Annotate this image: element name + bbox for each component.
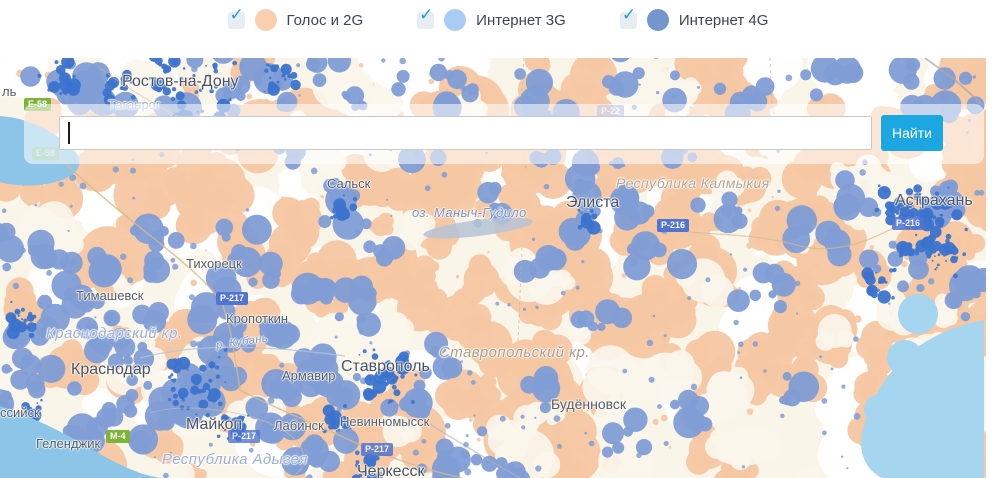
check-icon: ✓ <box>621 4 637 24</box>
legend-item-3g[interactable]: ✓ Интернет 3G <box>417 6 566 31</box>
legend-dot-3g <box>444 9 467 31</box>
checkbox-2g[interactable]: ✓ <box>227 6 245 29</box>
text-caret <box>68 122 70 144</box>
legend-bar: ✓ Голос и 2G ✓ Интернет 3G ✓ Интернет 4G <box>0 0 996 58</box>
legend-label-3g: Интернет 3G <box>476 11 566 29</box>
checkbox-4g[interactable]: ✓ <box>619 6 637 29</box>
legend: ✓ Голос и 2G ✓ Интернет 3G ✓ Интернет 4G <box>0 0 996 31</box>
legend-label-2g: Голос и 2G <box>286 11 364 29</box>
legend-dot-2g <box>254 9 277 31</box>
search-input[interactable] <box>59 116 872 150</box>
search-button[interactable]: Найти <box>881 115 943 151</box>
legend-item-2g[interactable]: ✓ Голос и 2G <box>227 6 364 31</box>
checkbox-3g[interactable]: ✓ <box>417 6 435 29</box>
check-icon: ✓ <box>229 4 244 24</box>
legend-item-4g[interactable]: ✓ Интернет 4G <box>619 6 769 31</box>
legend-label-4g: Интернет 4G <box>678 11 769 29</box>
legend-dot-4g <box>646 9 669 31</box>
check-icon: ✓ <box>419 4 434 24</box>
